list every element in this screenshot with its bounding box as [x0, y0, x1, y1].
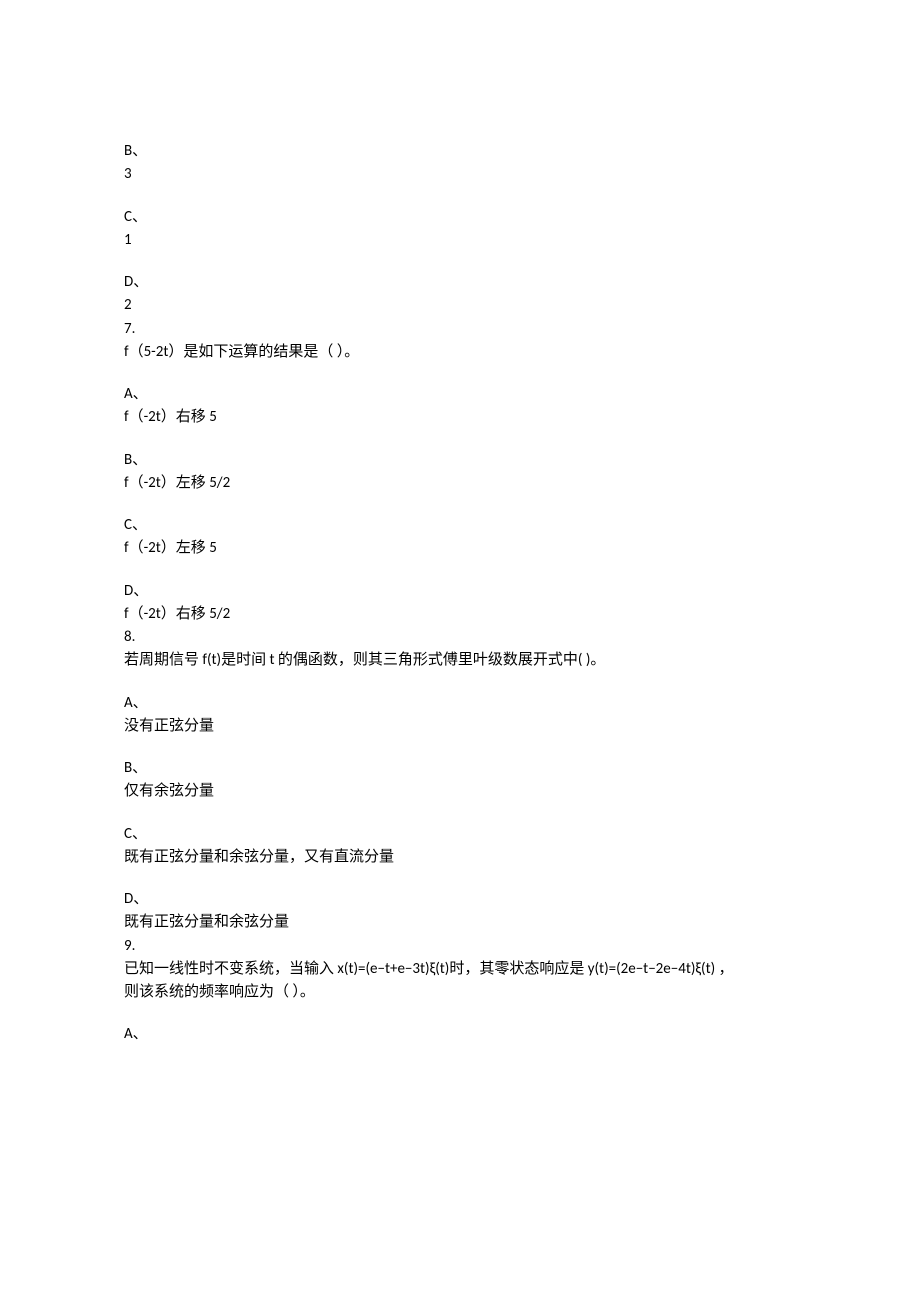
text-line: f（5-2t）是如下运算的结果是（ ）。 [124, 341, 796, 364]
text-line: D、 [124, 888, 796, 911]
text-line: 1 [124, 229, 796, 252]
text-line: A、 [124, 1023, 796, 1046]
text-line: C、 [124, 514, 796, 537]
text-line: A、 [124, 383, 796, 406]
text-line: 已知一线性时不变系统，当输入 x(t)=(e−t+e−3t)ξ(t)时，其零状态… [124, 958, 796, 981]
text-line: A、 [124, 692, 796, 715]
text-line: 则该系统的频率响应为（ ）。 [124, 981, 796, 1004]
text-line: 8. [124, 626, 796, 649]
text-line: 2 [124, 294, 796, 317]
text-line: D、 [124, 580, 796, 603]
text-line: f（-2t）右移 5 [124, 406, 796, 429]
text-line: 没有正弦分量 [124, 715, 796, 738]
text-line: B、 [124, 140, 796, 163]
document-page: B、3C、1D、27.f（5-2t）是如下运算的结果是（ ）。A、f（-2t）右… [0, 0, 920, 1047]
text-line: f（-2t）左移 5/2 [124, 472, 796, 495]
text-line: B、 [124, 449, 796, 472]
text-line: f（-2t）左移 5 [124, 537, 796, 560]
text-line: B、 [124, 757, 796, 780]
text-line: 7. [124, 318, 796, 341]
text-line: f（-2t）右移 5/2 [124, 603, 796, 626]
text-line: C、 [124, 823, 796, 846]
text-line: 3 [124, 163, 796, 186]
text-line: 若周期信号 f(t)是时间 t 的偶函数，则其三角形式傅里叶级数展开式中( )。 [124, 649, 796, 672]
text-line: 9. [124, 935, 796, 958]
text-line: D、 [124, 271, 796, 294]
text-line: 仅有余弦分量 [124, 780, 796, 803]
text-line: 既有正弦分量和余弦分量 [124, 911, 796, 934]
text-line: 既有正弦分量和余弦分量，又有直流分量 [124, 846, 796, 869]
text-line: C、 [124, 206, 796, 229]
